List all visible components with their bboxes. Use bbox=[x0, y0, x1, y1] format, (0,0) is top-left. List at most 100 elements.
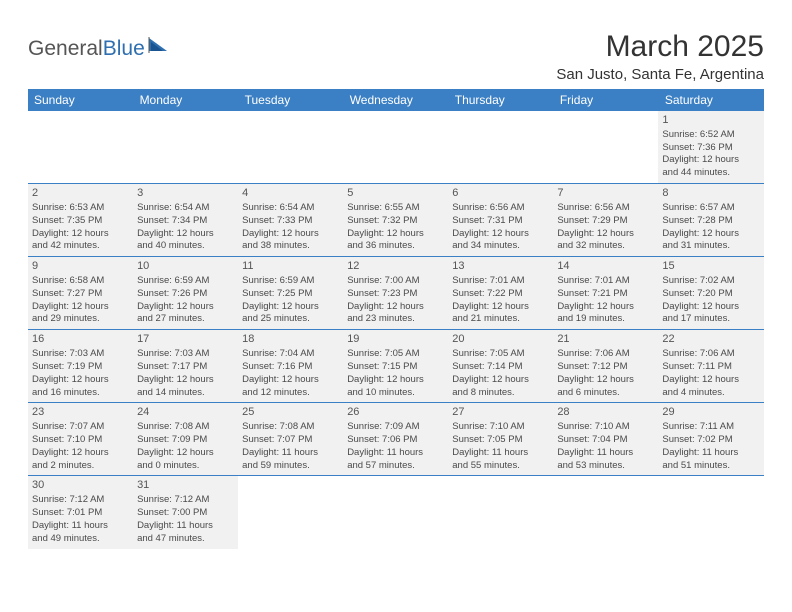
day1-text: Daylight: 12 hours bbox=[452, 374, 549, 387]
calendar-cell: 4Sunrise: 6:54 AMSunset: 7:33 PMDaylight… bbox=[238, 184, 343, 257]
day-number: 4 bbox=[242, 186, 339, 201]
day2-text: and 51 minutes. bbox=[662, 460, 759, 473]
sunset-text: Sunset: 7:06 PM bbox=[347, 434, 444, 447]
calendar-cell: 9Sunrise: 6:58 AMSunset: 7:27 PMDaylight… bbox=[28, 257, 133, 330]
sunset-text: Sunset: 7:31 PM bbox=[452, 215, 549, 228]
day-number: 8 bbox=[662, 186, 759, 201]
sunset-text: Sunset: 7:35 PM bbox=[32, 215, 129, 228]
sunrise-text: Sunrise: 7:01 AM bbox=[452, 275, 549, 288]
calendar-cell: 15Sunrise: 7:02 AMSunset: 7:20 PMDayligh… bbox=[658, 257, 763, 330]
calendar-week-row: 1Sunrise: 6:52 AMSunset: 7:36 PMDaylight… bbox=[28, 111, 764, 184]
sunset-text: Sunset: 7:10 PM bbox=[32, 434, 129, 447]
sunset-text: Sunset: 7:09 PM bbox=[137, 434, 234, 447]
calendar-cell: 31Sunrise: 7:12 AMSunset: 7:00 PMDayligh… bbox=[133, 476, 238, 549]
calendar-cell: 20Sunrise: 7:05 AMSunset: 7:14 PMDayligh… bbox=[448, 330, 553, 403]
day1-text: Daylight: 11 hours bbox=[452, 447, 549, 460]
day1-text: Daylight: 12 hours bbox=[347, 374, 444, 387]
sunrise-text: Sunrise: 7:03 AM bbox=[137, 348, 234, 361]
day2-text: and 21 minutes. bbox=[452, 313, 549, 326]
sunset-text: Sunset: 7:21 PM bbox=[557, 288, 654, 301]
day-number: 26 bbox=[347, 405, 444, 420]
calendar-week-row: 2Sunrise: 6:53 AMSunset: 7:35 PM Daylight… bbox=[28, 184, 764, 257]
day-number: 13 bbox=[452, 259, 549, 274]
weekday-header: Monday bbox=[133, 89, 238, 111]
weekday-header: Tuesday bbox=[238, 89, 343, 111]
sunrise-text: Sunrise: 7:11 AM bbox=[662, 421, 759, 434]
logo-text-part2: Blue bbox=[103, 37, 145, 60]
day1-text: Daylight: 12 hours bbox=[137, 447, 234, 460]
day2-text: and 47 minutes. bbox=[137, 533, 234, 546]
day1-text: Daylight: 12 hours bbox=[242, 301, 339, 314]
sunset-text: Sunset: 7:27 PM bbox=[32, 288, 129, 301]
calendar-cell: 19Sunrise: 7:05 AMSunset: 7:15 PMDayligh… bbox=[343, 330, 448, 403]
day-number: 17 bbox=[137, 332, 234, 347]
day2-text: and 2 minutes. bbox=[32, 460, 129, 473]
sunrise-text: Sunrise: 6:57 AM bbox=[662, 202, 759, 215]
sunrise-text: Sunrise: 6:59 AM bbox=[137, 275, 234, 288]
calendar-week-row: 16Sunrise: 7:03 AMSunset: 7:19 PMDayligh… bbox=[28, 330, 764, 403]
sunset-text: Sunset: 7:23 PM bbox=[347, 288, 444, 301]
calendar-cell: 8Sunrise: 6:57 AMSunset: 7:28 PMDaylight… bbox=[658, 184, 763, 257]
day2-text: and 16 minutes. bbox=[32, 387, 129, 400]
day1-text: Daylight: 12 hours bbox=[347, 228, 444, 241]
day1-text: Daylight: 11 hours bbox=[242, 447, 339, 460]
day2-text: and 32 minutes. bbox=[557, 240, 654, 253]
calendar-cell: 28Sunrise: 7:10 AMSunset: 7:04 PMDayligh… bbox=[553, 403, 658, 476]
weekday-header: Wednesday bbox=[343, 89, 448, 111]
sunrise-text: Sunrise: 7:03 AM bbox=[32, 348, 129, 361]
day-number: 18 bbox=[242, 332, 339, 347]
day-number: 7 bbox=[557, 186, 654, 201]
calendar-cell: 29Sunrise: 7:11 AMSunset: 7:02 PMDayligh… bbox=[658, 403, 763, 476]
day2-text: and 6 minutes. bbox=[557, 387, 654, 400]
day2-text: and 19 minutes. bbox=[557, 313, 654, 326]
day2-text: and 8 minutes. bbox=[452, 387, 549, 400]
sunrise-text: Sunrise: 7:04 AM bbox=[242, 348, 339, 361]
logo-text: GeneralBlue bbox=[28, 37, 145, 61]
day-number: 29 bbox=[662, 405, 759, 420]
day2-text: and 59 minutes. bbox=[242, 460, 339, 473]
sunset-text: Sunset: 7:33 PM bbox=[242, 215, 339, 228]
sunrise-text: Sunrise: 6:53 AM bbox=[32, 202, 129, 215]
sunset-text: Sunset: 7:02 PM bbox=[662, 434, 759, 447]
day-number: 22 bbox=[662, 332, 759, 347]
calendar-cell: 5Sunrise: 6:55 AMSunset: 7:32 PMDaylight… bbox=[343, 184, 448, 257]
sunrise-text: Sunrise: 7:08 AM bbox=[137, 421, 234, 434]
day2-text: and 42 minutes. bbox=[32, 240, 129, 253]
month-title: March 2025 bbox=[556, 30, 764, 64]
day2-text: and 4 minutes. bbox=[662, 387, 759, 400]
sunset-text: Sunset: 7:28 PM bbox=[662, 215, 759, 228]
day-number: 1 bbox=[662, 113, 759, 128]
day1-text: Daylight: 12 hours bbox=[347, 301, 444, 314]
day1-text: Daylight: 12 hours bbox=[32, 301, 129, 314]
calendar-cell: 10Sunrise: 6:59 AMSunset: 7:26 PMDayligh… bbox=[133, 257, 238, 330]
calendar-cell: 12Sunrise: 7:00 AMSunset: 7:23 PMDayligh… bbox=[343, 257, 448, 330]
sunrise-text: Sunrise: 7:00 AM bbox=[347, 275, 444, 288]
sunset-text: Sunset: 7:29 PM bbox=[557, 215, 654, 228]
calendar-cell: 2Sunrise: 6:53 AMSunset: 7:35 PMDaylight… bbox=[28, 184, 133, 257]
calendar-cell: 16Sunrise: 7:03 AMSunset: 7:19 PMDayligh… bbox=[28, 330, 133, 403]
day1-text: Daylight: 11 hours bbox=[662, 447, 759, 460]
day1-text: Daylight: 12 hours bbox=[557, 374, 654, 387]
sunrise-text: Sunrise: 6:54 AM bbox=[137, 202, 234, 215]
sunset-text: Sunset: 7:22 PM bbox=[452, 288, 549, 301]
day-number: 10 bbox=[137, 259, 234, 274]
calendar-week-row: 23Sunrise: 7:07 AMSunset: 7:10 PMDayligh… bbox=[28, 403, 764, 476]
day1-text: Daylight: 12 hours bbox=[137, 228, 234, 241]
calendar-body: 1Sunrise: 6:52 AMSunset: 7:36 PMDaylight… bbox=[28, 111, 764, 549]
day-number: 3 bbox=[137, 186, 234, 201]
calendar-cell bbox=[343, 476, 448, 549]
day1-text: Daylight: 11 hours bbox=[347, 447, 444, 460]
day-number: 2 bbox=[32, 186, 129, 201]
calendar-cell bbox=[658, 476, 763, 549]
day2-text: and 38 minutes. bbox=[242, 240, 339, 253]
weekday-header: Friday bbox=[553, 89, 658, 111]
sunrise-text: Sunrise: 7:12 AM bbox=[32, 494, 129, 507]
day1-text: Daylight: 11 hours bbox=[557, 447, 654, 460]
day2-text: and 25 minutes. bbox=[242, 313, 339, 326]
calendar-cell: 6Sunrise: 6:56 AMSunset: 7:31 PMDaylight… bbox=[448, 184, 553, 257]
day2-text: and 10 minutes. bbox=[347, 387, 444, 400]
title-block: March 2025 San Justo, Santa Fe, Argentin… bbox=[556, 30, 764, 83]
day1-text: Daylight: 12 hours bbox=[137, 301, 234, 314]
sunset-text: Sunset: 7:05 PM bbox=[452, 434, 549, 447]
calendar-cell: 13Sunrise: 7:01 AMSunset: 7:22 PMDayligh… bbox=[448, 257, 553, 330]
